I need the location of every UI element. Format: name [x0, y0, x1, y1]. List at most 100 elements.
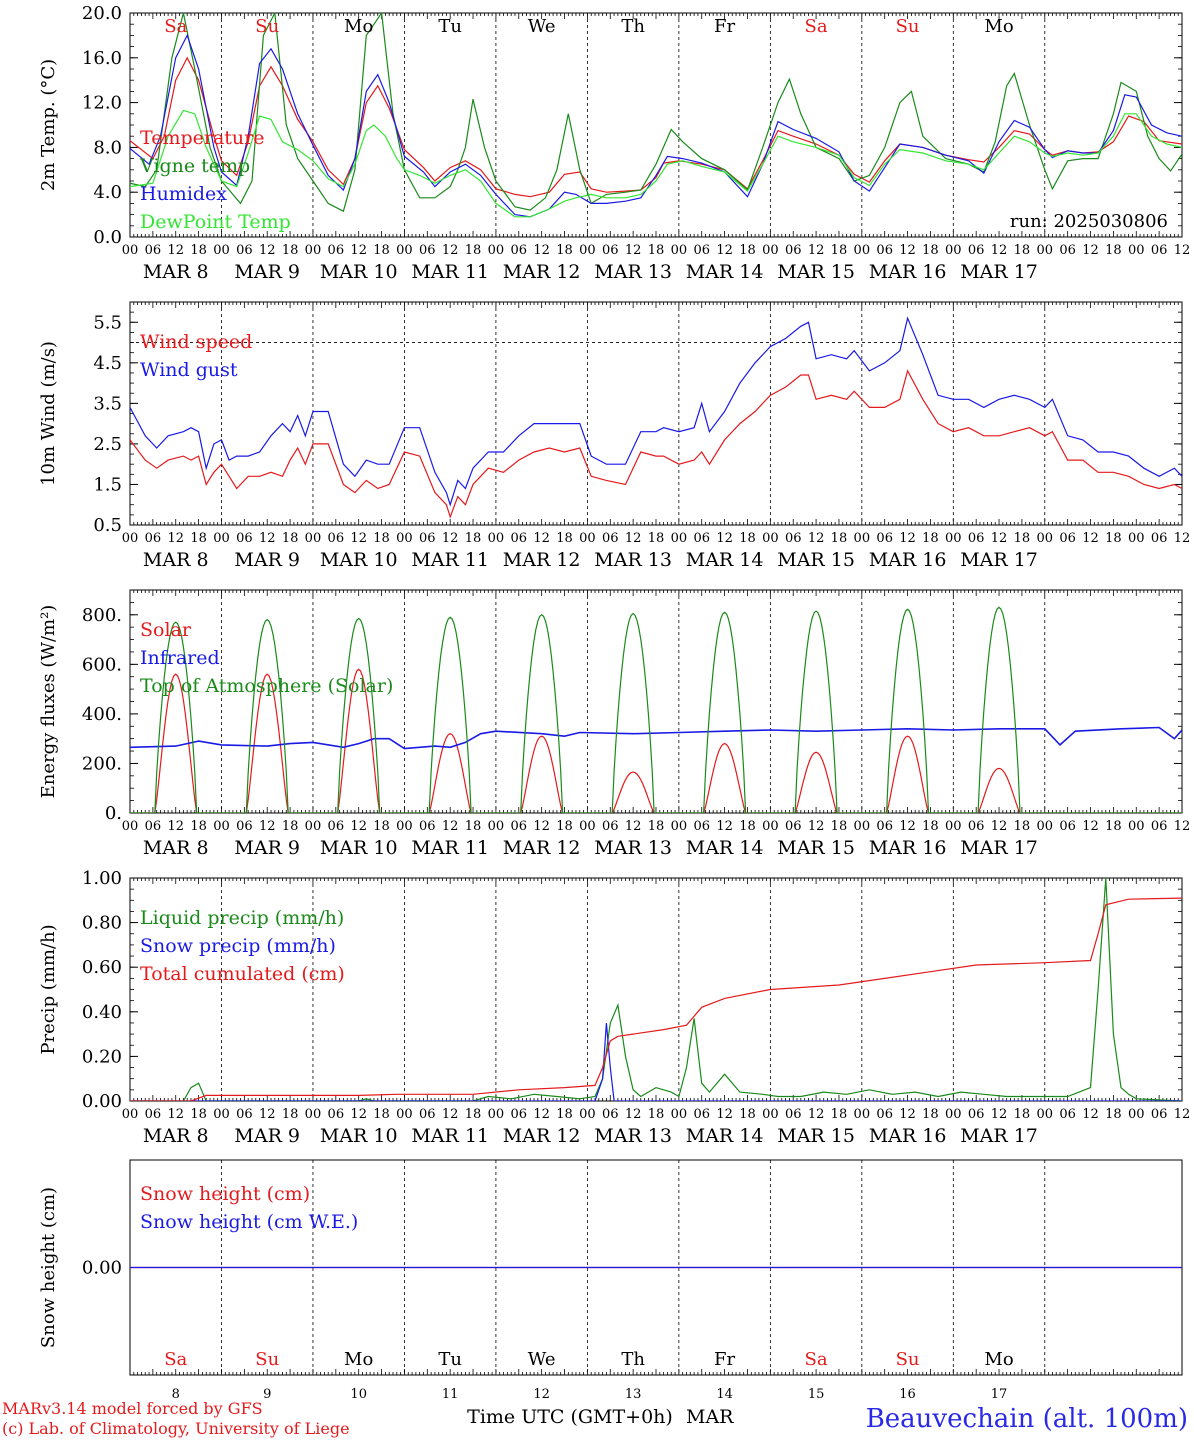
hour-tick-label: 18: [648, 819, 665, 834]
hour-tick-label: 06: [602, 1107, 619, 1122]
hour-tick-label: 06: [511, 819, 528, 834]
y-tick-label: 2.5: [93, 434, 122, 455]
hour-tick-label: 18: [282, 531, 299, 546]
y-tick-label: 0.: [105, 803, 122, 824]
hour-tick-label: 12: [625, 243, 642, 258]
hour-tick-label: 00: [305, 531, 322, 546]
series-group: [130, 606, 1182, 813]
hour-tick-label: 00: [579, 1107, 596, 1122]
y-tick-label: 0.20: [82, 1046, 122, 1067]
hour-tick-label: 06: [876, 243, 893, 258]
weekday-label: Su: [896, 16, 920, 37]
day-label: MAR 13: [594, 1125, 672, 1147]
hour-tick-label: 00: [396, 819, 413, 834]
hour-tick-label: 12: [167, 819, 184, 834]
hour-tick-label: 00: [579, 243, 596, 258]
hour-tick-label: 06: [419, 531, 436, 546]
hour-tick-label: 18: [1014, 819, 1031, 834]
hour-tick-label: 00: [213, 531, 230, 546]
hour-tick-label: 00: [762, 243, 779, 258]
hour-tick-label: 12: [716, 1107, 733, 1122]
hour-tick-label: 06: [602, 819, 619, 834]
day-label: MAR 14: [686, 261, 764, 283]
y-tick-label: 5.5: [93, 312, 122, 333]
day-label: MAR 15: [777, 1125, 855, 1147]
y-tick-label: 0.0: [93, 227, 122, 248]
day-label: MAR 15: [777, 549, 855, 571]
hour-tick-label: 06: [328, 243, 345, 258]
hour-tick-label: 12: [625, 1107, 642, 1122]
hour-tick-label: 06: [1059, 531, 1076, 546]
hour-tick-label: 06: [1059, 243, 1076, 258]
hour-tick-label: 06: [785, 243, 802, 258]
hour-tick-label: 12: [1082, 819, 1099, 834]
day-label: MAR 12: [503, 261, 581, 283]
day-number: 10: [350, 1387, 367, 1402]
hour-tick-label: 12: [533, 531, 550, 546]
hour-tick-label: 00: [396, 531, 413, 546]
hour-tick-label: 00: [396, 1107, 413, 1122]
hour-tick-label: 18: [739, 243, 756, 258]
day-number: 8: [172, 1387, 180, 1402]
day-number: 11: [442, 1387, 459, 1402]
day-label: MAR 10: [320, 549, 398, 571]
hour-tick-label: 00: [854, 1107, 871, 1122]
hour-tick-label: 06: [968, 243, 985, 258]
series-line-top-of-atmosphere-solar-: [130, 606, 1182, 813]
day-label: MAR 13: [594, 837, 672, 859]
series-line-wind-speed: [130, 369, 1182, 519]
weekday-label: Mo: [344, 16, 373, 37]
y-tick-label: 3.5: [93, 393, 122, 414]
hour-tick-label: 18: [190, 531, 207, 546]
weekday-label: Tu: [438, 1349, 462, 1370]
hour-tick-label: 06: [693, 819, 710, 834]
hour-tick-label: 12: [625, 819, 642, 834]
hour-tick-label: 18: [556, 243, 573, 258]
y-axis-label: 2m Temp. (°C): [38, 59, 59, 191]
weekday-label: We: [528, 1349, 556, 1370]
hour-tick-label: 06: [693, 531, 710, 546]
hour-tick-label: 00: [305, 1107, 322, 1122]
y-axis-label: Energy fluxes (W/m²): [38, 605, 59, 799]
hour-tick-label: 18: [190, 243, 207, 258]
hour-tick-label: 18: [373, 1107, 390, 1122]
y-tick-label: 0.40: [82, 1002, 122, 1023]
weekday-label: Fr: [714, 16, 735, 37]
hour-tick-label: 06: [145, 531, 162, 546]
legend-entry: Snow height (cm): [140, 1183, 310, 1205]
day-label: MAR 13: [594, 549, 672, 571]
hour-tick-label: 12: [167, 531, 184, 546]
hour-tick-label: 00: [671, 243, 688, 258]
hour-tick-label: 06: [968, 819, 985, 834]
hour-tick-label: 18: [648, 243, 665, 258]
y-axis-label: 10m Wind (m/s): [38, 341, 59, 486]
hour-tick-label: 12: [259, 531, 276, 546]
hour-tick-label: 06: [236, 243, 253, 258]
hour-tick-label: 06: [145, 819, 162, 834]
series-group: [130, 878, 1182, 1101]
hour-tick-label: 18: [282, 1107, 299, 1122]
weekday-label: Su: [255, 1349, 279, 1370]
hour-tick-label: 00: [671, 1107, 688, 1122]
hour-tick-label: 06: [328, 819, 345, 834]
hour-tick-label: 06: [1059, 1107, 1076, 1122]
hour-tick-label: 00: [122, 243, 139, 258]
day-label: MAR 14: [686, 837, 764, 859]
hour-tick-label: 12: [808, 531, 825, 546]
panel-3: 00 06 12 18 00 06 12 18 00 06 12 18 00 06 12 18 00 06 12 18…: [38, 868, 1190, 1147]
hour-tick-label: 12: [167, 243, 184, 258]
hour-tick-label: 18: [1105, 531, 1122, 546]
y-tick-label: 600.: [82, 654, 122, 675]
hour-tick-label: 00: [305, 243, 322, 258]
hour-tick-label: 00: [305, 819, 322, 834]
hour-tick-label: 06: [419, 243, 436, 258]
hour-tick-label: 18: [190, 1107, 207, 1122]
hour-tick-label: 06: [1059, 819, 1076, 834]
weekday-label: Sa: [164, 1349, 187, 1370]
hour-tick-label: 12: [808, 819, 825, 834]
series-line-solar: [130, 668, 1182, 813]
legend-entry: Temperature: [140, 127, 264, 149]
day-label: MAR 16: [869, 549, 947, 571]
day-number: 15: [808, 1387, 825, 1402]
hour-tick-label: 18: [190, 819, 207, 834]
